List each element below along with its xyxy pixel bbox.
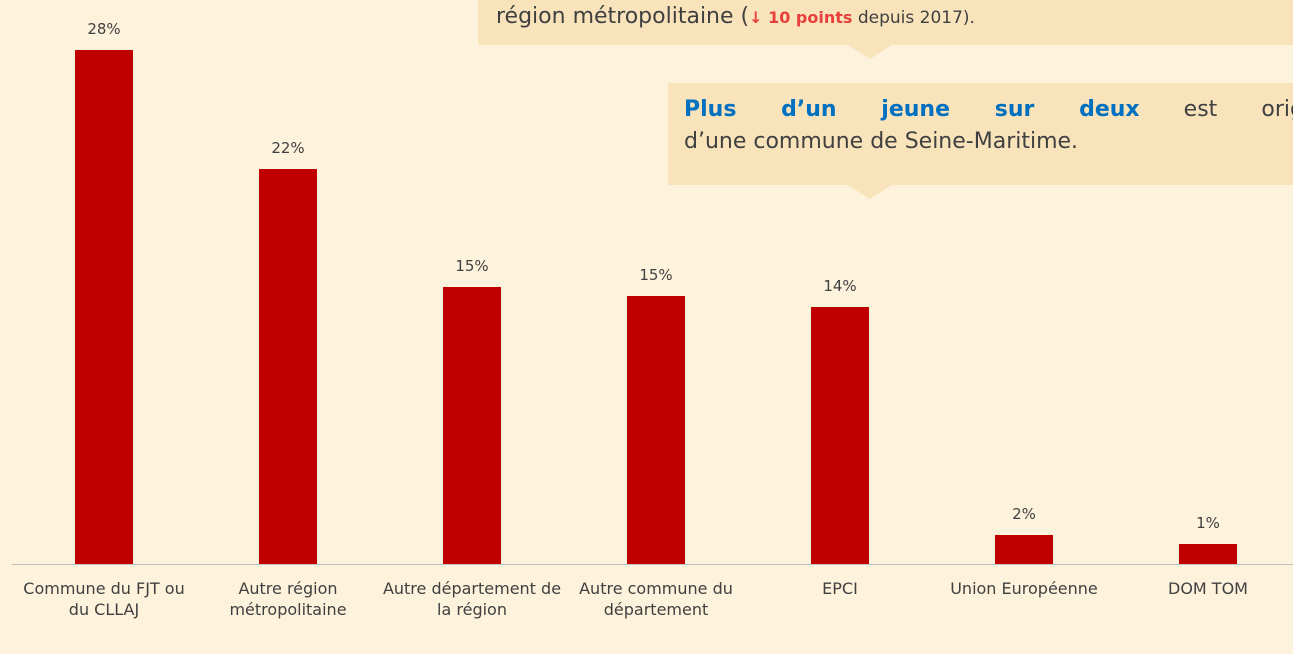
callout-text: région métropolitaine (↓ 10 points depui… [496, 4, 975, 29]
data-label: 22% [271, 139, 305, 158]
callout-text: d’une commune de Seine-Maritime. [684, 129, 1079, 154]
data-label: 15% [455, 256, 489, 275]
callout-pointer [848, 45, 892, 59]
bar [259, 169, 317, 564]
bar [1179, 543, 1237, 564]
x-tick-label: EPCI [822, 579, 858, 598]
bar [995, 534, 1053, 564]
x-tick-label: Autre département de la région [382, 579, 562, 619]
bar [443, 286, 501, 564]
x-tick-label: Autre commune du département [579, 579, 733, 619]
bar [627, 295, 685, 564]
baseline [12, 564, 1293, 565]
callout-pointer [848, 185, 892, 199]
data-label: 2% [1012, 504, 1036, 523]
bar [811, 307, 869, 564]
data-label: 1% [1196, 513, 1220, 532]
callout-highlight: Plus d’un jeune sur deux [684, 97, 1140, 122]
x-tick-label: DOM TOM [1168, 579, 1248, 598]
callout-text: Plus d’un jeune sur deux est origin [684, 95, 1293, 125]
x-tick-label: Commune du FJT ou du CLLAJ [23, 579, 185, 619]
bar [75, 50, 133, 564]
callout-text-part: est origin [1183, 97, 1293, 122]
callout-highlight: ↓ 10 points [749, 8, 853, 27]
data-label: 28% [87, 20, 121, 38]
data-label: 14% [823, 277, 857, 295]
data-label: 15% [639, 265, 673, 284]
x-tick-label: Autre région métropolitaine [229, 579, 347, 619]
callout-text-part: région métropolitaine ( [496, 4, 750, 29]
x-tick-label: Union Européenne [950, 579, 1098, 598]
callout-box: Plus d’un jeune sur deux est origin d’un… [668, 83, 1293, 185]
callout-box: région métropolitaine (↓ 10 points depui… [478, 0, 1293, 45]
callout-text-part: depuis 2017). [852, 8, 975, 28]
